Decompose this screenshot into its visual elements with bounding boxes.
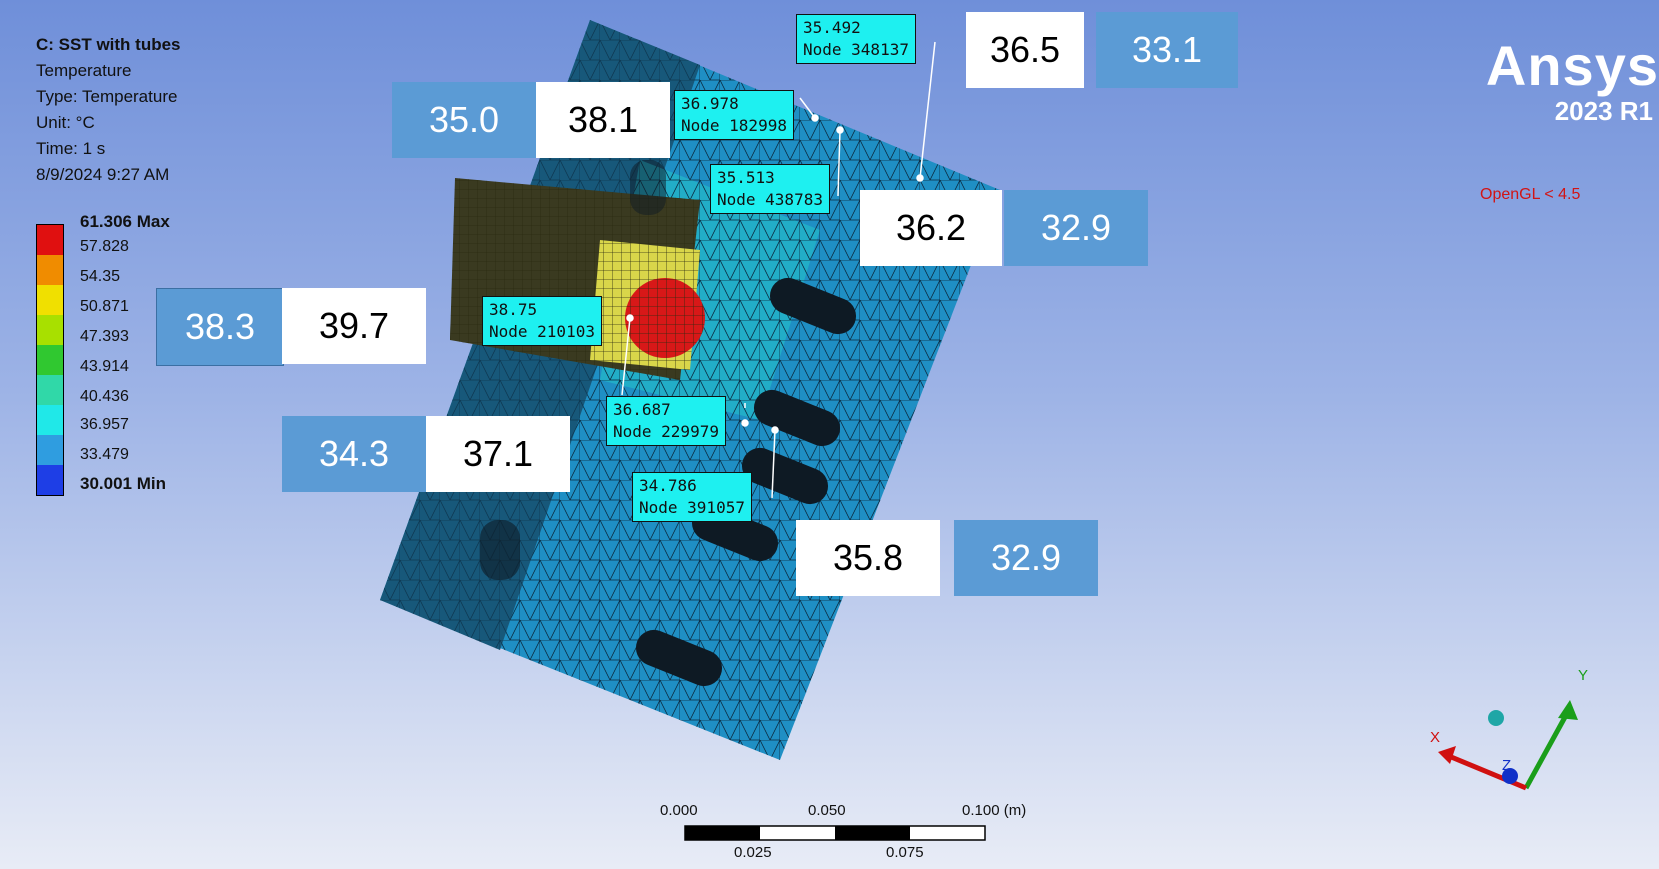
legend-level: 47.393 (80, 328, 129, 345)
probe-node: Node 210103 (489, 322, 595, 341)
probe-node: Node 438783 (717, 190, 823, 209)
probe-label[interactable]: 36.978 Node 182998 (674, 90, 794, 140)
value-box: 39.7 (282, 288, 426, 364)
value-box: 33.1 (1096, 12, 1238, 88)
brand-name: Ansys (1485, 34, 1659, 97)
probe-node: Node 229979 (613, 422, 719, 441)
legend-color-band (37, 465, 63, 495)
value-box: 35.0 (392, 82, 536, 158)
probe-node: Node 391057 (639, 498, 745, 517)
value-box: 38.1 (536, 82, 670, 158)
value-box: 35.8 (796, 520, 940, 596)
result-time: Time: 1 s (36, 139, 106, 158)
probe-value: 35.513 (717, 168, 775, 187)
legend-color-band (37, 225, 63, 256)
probe-label[interactable]: 35.513 Node 438783 (710, 164, 830, 214)
axis-triad[interactable]: Y X Z (1410, 660, 1590, 800)
brand-version: 2023 R1 (1554, 96, 1653, 126)
y-axis-arrowhead-icon (1558, 700, 1578, 720)
legend-color-bar (36, 224, 64, 496)
probe-label[interactable]: 34.786 Node 391057 (632, 472, 752, 522)
value-box: 38.3 (156, 288, 284, 366)
triad-iso-ball-icon[interactable] (1488, 710, 1504, 726)
legend-max-label: 61.306 Max (80, 212, 170, 231)
probe-node: Node 348137 (803, 40, 909, 59)
value-box: 32.9 (1004, 190, 1148, 266)
legend-color-band (37, 375, 63, 406)
value-box: 37.1 (426, 416, 570, 492)
legend-color-band (37, 315, 63, 346)
legend-level: 54.35 (80, 268, 121, 285)
legend-level: 50.871 (80, 298, 129, 315)
y-axis-label: Y (1578, 667, 1588, 684)
legend-color-band (37, 285, 63, 316)
scale-tick-label: 0.025 (734, 844, 772, 861)
analysis-title: C: SST with tubes (36, 35, 181, 54)
legend-level: 36.957 (80, 416, 129, 433)
legend-color-band (37, 345, 63, 376)
probe-value: 38.75 (489, 300, 538, 319)
scale-tick-label: 0.100 (m) (962, 802, 1027, 819)
scale-tick-label: 0.000 (660, 802, 698, 819)
legend-min-label: 30.001 Min (80, 474, 166, 493)
result-header: C: SST with tubes Temperature Type: Temp… (36, 32, 181, 188)
renderer-warning: OpenGL < 4.5 (1480, 186, 1581, 203)
value-box: 36.5 (966, 12, 1084, 88)
probe-leader-lines (621, 41, 936, 499)
value-box: 36.2 (860, 190, 1002, 266)
legend-level: 43.914 (80, 358, 129, 375)
x-axis-arrowhead-icon (1438, 746, 1456, 764)
scale-bar-graphic (684, 825, 986, 841)
scale-tick-label: 0.050 (808, 802, 846, 819)
probe-label[interactable]: 36.687 Node 229979 (606, 396, 726, 446)
legend-color-band (37, 405, 63, 436)
probe-label[interactable]: 35.492 Node 348137 (796, 14, 916, 64)
result-unit: Unit: °C (36, 113, 95, 132)
result-name: Temperature (36, 61, 132, 80)
ansys-logo: Ansys 2023 R1 (1486, 36, 1659, 127)
value-box: 32.9 (954, 520, 1098, 596)
legend-level: 40.436 (80, 388, 129, 405)
probe-label[interactable]: 38.75 Node 210103 (482, 296, 602, 346)
result-timestamp: 8/9/2024 9:27 AM (36, 165, 170, 184)
legend-level: 33.479 (80, 446, 129, 463)
probe-value: 36.687 (613, 400, 671, 419)
z-axis-icon (1502, 768, 1518, 784)
y-axis-arrow-icon (1523, 706, 1573, 790)
value-box: 34.3 (282, 416, 426, 492)
probe-value: 34.786 (639, 476, 697, 495)
legend-level: 57.828 (80, 238, 129, 255)
legend-color-band (37, 435, 63, 466)
x-axis-label: X (1430, 729, 1440, 746)
scale-tick-label: 0.075 (886, 844, 924, 861)
probe-value: 35.492 (803, 18, 861, 37)
z-axis-label: Z (1502, 757, 1511, 774)
legend-color-band (37, 255, 63, 286)
probe-value: 36.978 (681, 94, 739, 113)
result-type: Type: Temperature (36, 87, 178, 106)
probe-node: Node 182998 (681, 116, 787, 135)
